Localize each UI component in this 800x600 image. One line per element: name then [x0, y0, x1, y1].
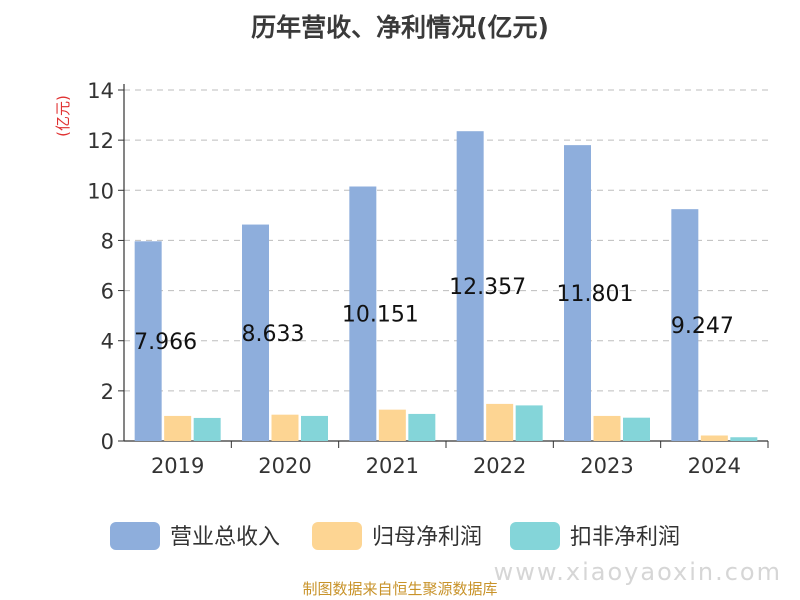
- data-label: 8.633: [242, 322, 305, 347]
- bar: [456, 131, 484, 441]
- legend-label: 扣非净利润: [570, 525, 680, 550]
- bar: [593, 415, 621, 441]
- watermark: www.xiaoyaoxin.com: [493, 558, 782, 586]
- bar: [134, 241, 162, 441]
- bar: [242, 224, 269, 441]
- legend-item[interactable]: 营业总收入: [110, 522, 280, 550]
- y-axis-label: (亿元): [54, 95, 72, 137]
- data-label: 12.357: [449, 275, 526, 300]
- data-label: 7.966: [134, 330, 197, 355]
- bar: [623, 417, 650, 441]
- chart-title: 历年营收、净利情况(亿元): [251, 13, 549, 42]
- y-tick-label: 14: [87, 79, 114, 103]
- legend-swatch: [510, 522, 560, 550]
- legend-label: 营业总收入: [170, 525, 280, 550]
- bar: [193, 417, 221, 441]
- y-tick-label: 0: [101, 430, 114, 454]
- legend-item[interactable]: 扣非净利润: [510, 522, 680, 550]
- bar: [486, 403, 514, 441]
- bar: [271, 414, 299, 441]
- x-tick-label: 2022: [473, 454, 526, 478]
- y-tick-label: 6: [101, 280, 114, 304]
- legend-label: 归母净利润: [372, 525, 482, 550]
- x-tick-label: 2023: [580, 454, 633, 478]
- data-label: 10.151: [342, 303, 419, 328]
- bar: [301, 415, 328, 441]
- source-note: 制图数据来自恒生聚源数据库: [302, 580, 498, 598]
- legend-swatch: [312, 522, 362, 550]
- grid-lines: [124, 89, 768, 392]
- x-tick-label: 2024: [688, 454, 741, 478]
- y-tick-label: 4: [101, 330, 114, 354]
- data-label: 9.247: [671, 314, 734, 339]
- bar: [671, 209, 699, 441]
- bar: [700, 435, 728, 441]
- x-tick-label: 2021: [366, 454, 419, 478]
- legend[interactable]: 营业总收入 归母净利润 扣非净利润: [110, 522, 680, 550]
- data-labels: 7.966 8.633 10.151 12.357 11.801 9.247: [134, 275, 734, 355]
- x-tick-label: 2020: [258, 454, 311, 478]
- y-tick-label: 10: [87, 179, 114, 203]
- bar: [515, 405, 543, 441]
- y-tick-label: 2: [101, 380, 114, 404]
- axes: 0 2 4 6 8 10 12 14 (亿元) 2019 2020 2021 2022 2023 2024: [54, 79, 769, 478]
- legend-swatch: [110, 522, 160, 550]
- bar: [564, 145, 591, 441]
- bar: [408, 413, 436, 441]
- bar: [349, 186, 377, 441]
- bar: [164, 415, 192, 441]
- bars: [134, 131, 758, 441]
- y-tick-label: 8: [101, 229, 114, 253]
- y-tick-label: 12: [87, 129, 114, 153]
- bar: [730, 437, 758, 441]
- bar: [378, 409, 406, 441]
- data-label: 11.801: [557, 282, 634, 307]
- legend-item[interactable]: 归母净利润: [312, 522, 482, 550]
- x-tick-label: 2019: [151, 454, 204, 478]
